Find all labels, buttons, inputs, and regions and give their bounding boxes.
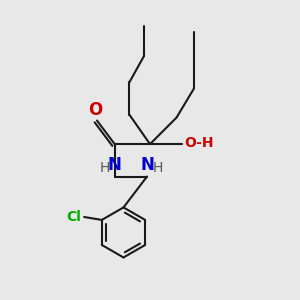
Text: H: H [152, 161, 163, 175]
Text: H: H [99, 161, 110, 175]
Text: O: O [88, 101, 103, 119]
Text: N: N [140, 156, 154, 174]
Text: N: N [108, 156, 122, 174]
Text: O-H: O-H [184, 136, 213, 150]
Text: Cl: Cl [66, 210, 81, 224]
